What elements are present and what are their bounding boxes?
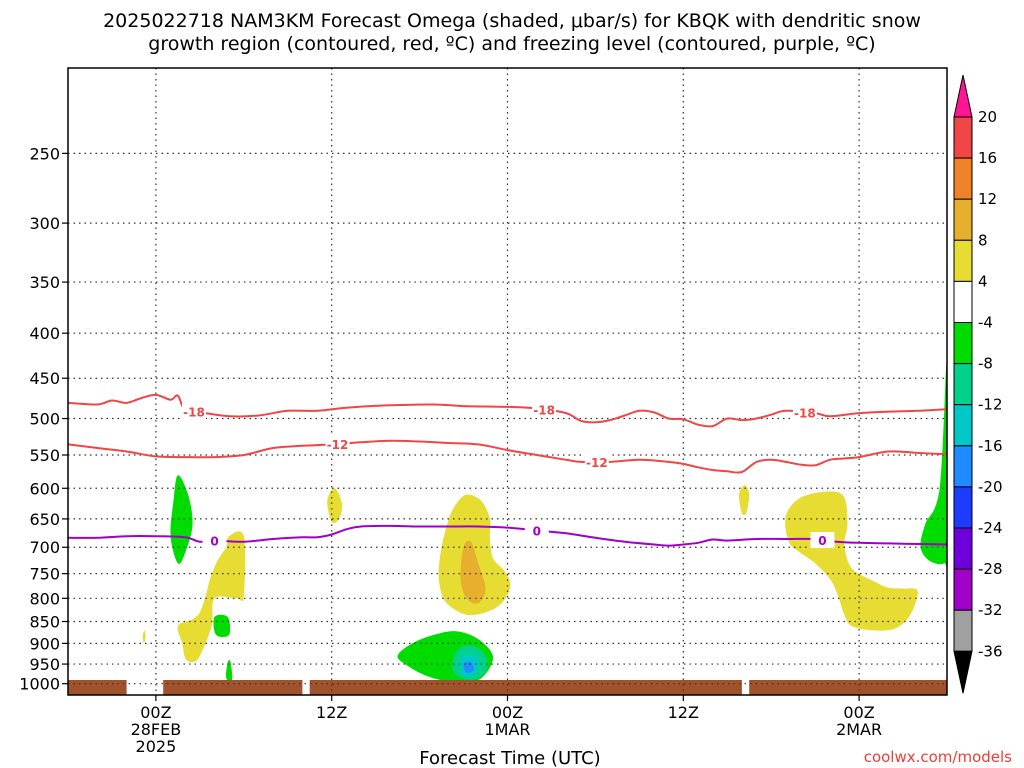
surface-bar (749, 680, 947, 695)
y-tick-label: 650 (29, 510, 60, 529)
colorbar-label: 4 (978, 272, 988, 290)
colorbar-swatch (953, 404, 973, 447)
contour-label-bg (181, 403, 206, 420)
colorbar-arrow-top (953, 74, 973, 118)
colorbar-label: -16 (978, 437, 1003, 455)
colorbar-swatch (953, 527, 973, 570)
y-tick-label: 250 (29, 144, 60, 163)
x-tick-label: 1MAR (484, 720, 530, 739)
x-tick-label: 2MAR (836, 720, 882, 739)
colorbar-swatch (953, 322, 973, 365)
y-axis: 250 300 350 400 450 500 550 600 650 700 750 800 850 9… (19, 144, 68, 694)
colorbar-swatch (953, 116, 973, 159)
x-tick-label: 12Z (668, 703, 699, 722)
colorbar-label: -12 (978, 396, 1003, 414)
omega-region (463, 661, 474, 674)
contour-label-bg (524, 522, 549, 539)
y-tick-label: 800 (29, 589, 60, 608)
colorbar-label: -32 (978, 601, 1003, 619)
contours: -18 -18 -18 -12 -12 0 0 0 (68, 393, 947, 549)
omega-region (327, 488, 343, 524)
colorbar-swatch (953, 198, 973, 241)
colorbar-label: 20 (978, 108, 997, 126)
grid (68, 68, 947, 695)
colorbar-swatch (953, 239, 973, 282)
omega-region (213, 614, 231, 638)
contour-label: 0 (210, 535, 218, 549)
y-tick-label: 350 (29, 273, 60, 292)
y-tick-label: 450 (29, 369, 60, 388)
x-tick-label: 00Z (140, 703, 171, 722)
title-line-2: growth region (contoured, red, ºC) and f… (148, 33, 875, 55)
contour-label: -18 (183, 406, 205, 420)
credit-text: coolwx.com/models (864, 748, 1012, 766)
colorbar-swatch (953, 609, 973, 652)
contour-line (68, 393, 947, 428)
surface-bar (163, 680, 303, 695)
contour-label-bg (202, 532, 227, 549)
omega-region (226, 659, 233, 682)
omega-region (738, 485, 750, 516)
colorbar-label: -8 (978, 355, 993, 373)
colorbar-label: 16 (978, 149, 997, 167)
omega-region (785, 491, 918, 631)
y-tick-label: 1000 (19, 675, 60, 694)
x-tick-label: 28FEB (131, 720, 182, 739)
y-tick-label: 500 (29, 410, 60, 429)
contour-label: -12 (586, 456, 608, 470)
x-axis-label: Forecast Time (UTC) (419, 748, 600, 768)
surface-bar (68, 680, 127, 695)
colorbar-swatch (953, 568, 973, 611)
colorbar-label: 8 (978, 231, 988, 249)
omega-region (177, 531, 246, 663)
contour-label-bg (810, 532, 835, 549)
contour-label: -12 (327, 438, 349, 452)
x-tick-label: 2025 (136, 737, 177, 756)
title-line-1: 2025022718 NAM3KM Forecast Omega (shaded… (103, 10, 921, 32)
colorbar-label: -28 (978, 560, 1003, 578)
x-tick-label: 00Z (843, 703, 874, 722)
contour-label: 0 (533, 524, 541, 538)
contour-label: 0 (818, 534, 826, 548)
y-tick-label: 850 (29, 613, 60, 632)
contour-label-bg (584, 453, 609, 470)
contour-label-bg (325, 435, 350, 452)
colorbar-swatch (953, 486, 973, 529)
y-tick-label: 550 (29, 446, 60, 465)
omega-region (460, 540, 486, 604)
colorbar-swatch (953, 363, 973, 406)
surface-bar (309, 680, 742, 695)
colorbar-label: -24 (978, 519, 1003, 537)
contour-label: -18 (533, 404, 555, 418)
contour-label-bg (792, 404, 817, 421)
x-tick-label: 12Z (316, 703, 347, 722)
contour-label-bg (532, 401, 557, 418)
omega-region (170, 475, 193, 564)
colorbar-label: 12 (978, 190, 997, 208)
colorbar-swatch (953, 280, 973, 323)
omega-shading (142, 360, 947, 684)
colorbar-label: -20 (978, 478, 1003, 496)
x-tick-label: 00Z (492, 703, 523, 722)
colorbar-swatch (953, 445, 973, 488)
omega-region (142, 630, 146, 644)
colorbar-arrow-bottom (953, 650, 973, 694)
y-tick-label: 950 (29, 655, 60, 674)
y-tick-label: 400 (29, 324, 60, 343)
contour-label: -18 (794, 406, 816, 420)
colorbar: 20 16 12 8 4 -4 -8 -12 -16 -20 -24 -28 -32 -36 (953, 74, 1003, 694)
y-tick-label: 600 (29, 479, 60, 498)
colorbar-label: -36 (978, 642, 1003, 660)
contour-line (68, 439, 947, 474)
y-tick-label: 750 (29, 565, 60, 584)
surface-terrain (68, 680, 947, 695)
y-tick-label: 700 (29, 538, 60, 557)
omega-region (920, 360, 947, 568)
y-tick-label: 300 (29, 214, 60, 233)
colorbar-swatch (953, 157, 973, 200)
colorbar-label: -4 (978, 314, 993, 332)
y-tick-label: 900 (29, 634, 60, 653)
